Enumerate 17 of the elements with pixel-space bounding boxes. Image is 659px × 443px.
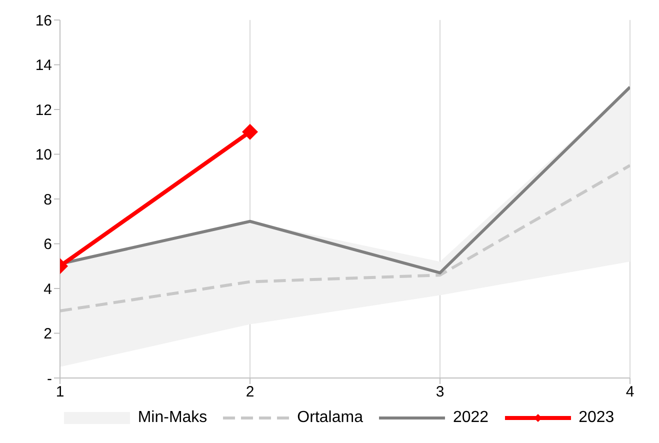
y-tick-label: 16 (35, 12, 52, 30)
y-tick-label: 2 (44, 326, 52, 343)
y-tick-label: 6 (44, 236, 52, 254)
x-tick-label: 3 (436, 384, 444, 401)
y-tick-label: - (47, 370, 52, 388)
legend-label: 2023 (578, 409, 614, 427)
y-tick-label: 14 (35, 57, 52, 74)
x-tick-label: 4 (626, 384, 634, 401)
y-tick-label: 8 (44, 191, 52, 208)
text: Min-Maks (138, 409, 208, 427)
legend-label: 2022 (452, 409, 489, 427)
y-tick-label: 10 (35, 146, 52, 164)
x-tick-label: 1 (56, 384, 64, 401)
legend-label: Ortalama (297, 409, 363, 427)
y-tick-label: 12 (35, 102, 52, 119)
x-tick-label: 2 (246, 384, 254, 401)
y-tick-label: 4 (44, 280, 52, 298)
